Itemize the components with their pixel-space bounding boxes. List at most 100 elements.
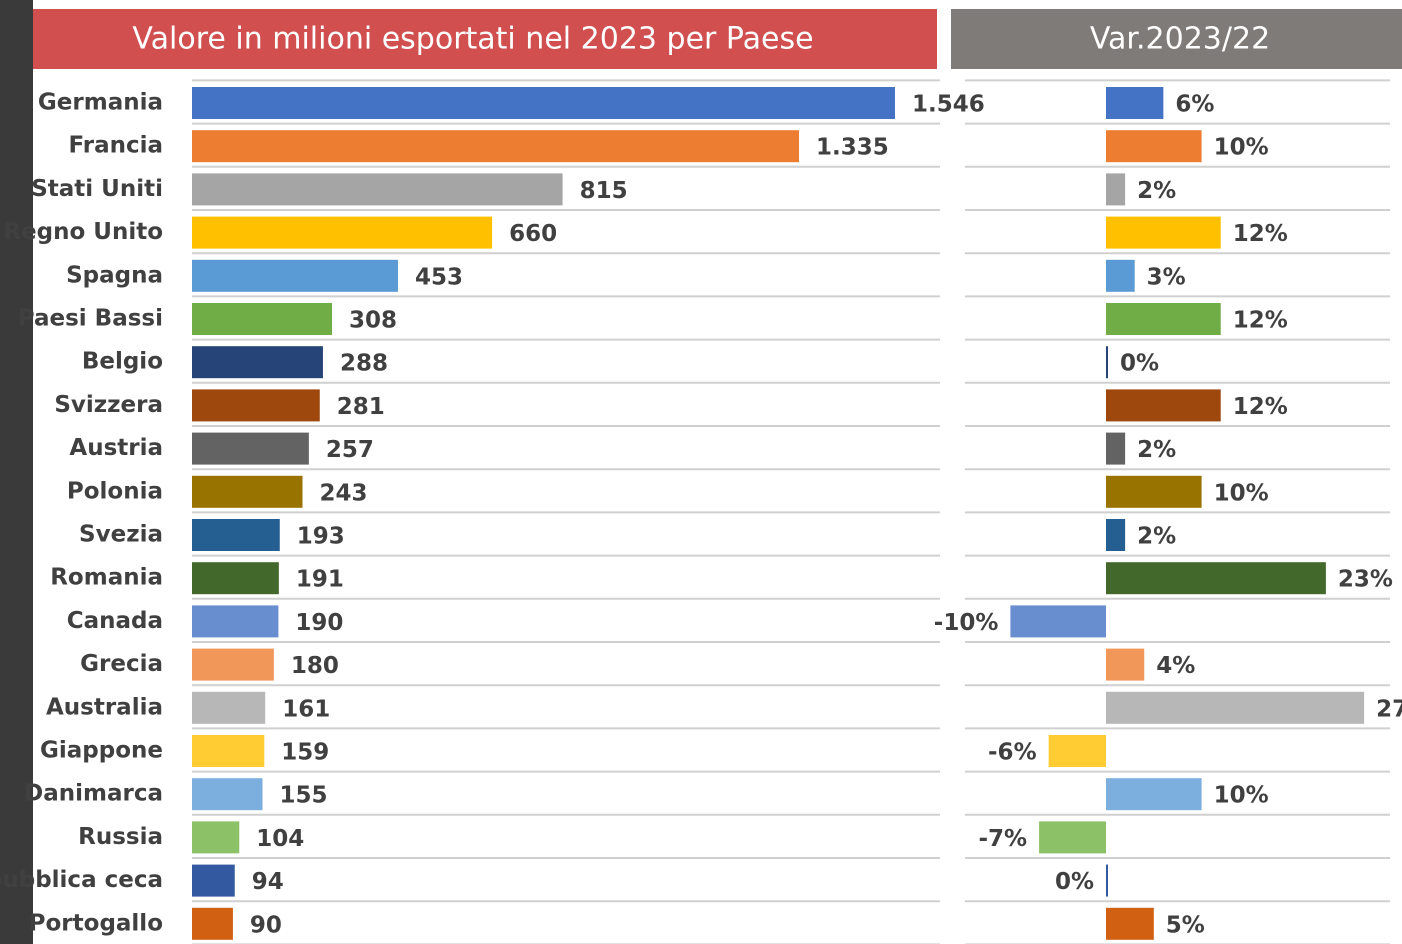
bar [192,173,563,205]
category-label: Canada [67,608,163,634]
category-label: Portogallo [29,910,163,936]
value-label: 281 [337,394,385,420]
category-label: Russia [78,824,163,850]
chart-title: Var.2023/22 [1090,22,1270,57]
value-label: 0% [1055,869,1094,895]
bar [192,87,895,119]
bar [192,217,492,249]
value-label: 94 [252,869,284,895]
bar [192,562,279,594]
value-label: 193 [297,524,345,550]
value-label: 10% [1214,783,1269,809]
bar [1106,303,1221,335]
bar [1039,821,1106,853]
value-label: 1.335 [816,135,889,161]
value-label: 660 [509,221,557,247]
bar [192,346,323,378]
category-label: Paesi Bassi [18,306,163,332]
bar [1106,562,1326,594]
bar [1106,130,1202,162]
value-label: 243 [319,480,367,506]
bar [192,605,278,637]
category-label: Giappone [40,738,163,764]
category-label: Repubblica ceca [0,867,163,893]
value-label: -10% [934,610,999,636]
value-label: 4% [1156,653,1195,679]
value-label: 155 [279,783,327,809]
bar [192,821,239,853]
value-label: 23% [1338,567,1393,593]
bar [1010,605,1106,637]
bar [1106,173,1125,205]
bar [1049,735,1106,767]
bar [1106,865,1108,897]
category-label: Regno Unito [3,219,163,245]
bar [192,433,309,465]
category-label: Spagna [66,262,163,288]
value-label: 1.546 [912,92,985,118]
bar [1106,346,1108,378]
value-label: 191 [296,567,344,593]
bar [1106,389,1221,421]
bar [1106,87,1163,119]
bar [192,130,799,162]
bar [192,908,233,940]
bar [192,649,274,681]
value-label: 815 [580,178,628,204]
category-label: Stati Uniti [31,176,163,202]
value-label: 90 [250,912,282,938]
value-label: 0% [1120,351,1159,377]
value-label: 10% [1214,480,1269,506]
category-label: Grecia [80,651,163,677]
bar [192,389,320,421]
chart: Valore in milioni esportati nel 2023 per… [0,0,1402,944]
chart-title: Valore in milioni esportati nel 2023 per… [132,22,813,57]
bar [192,519,280,551]
bar [192,260,398,292]
category-label: Polonia [67,478,163,504]
value-label: 12% [1233,308,1288,334]
value-label: 2% [1137,524,1176,550]
bar [192,778,262,810]
category-label: Australia [46,694,163,720]
category-label: Svizzera [54,392,163,418]
category-label: Romania [50,565,163,591]
bar [1106,260,1135,292]
category-label: Austria [69,435,163,461]
value-label: 2% [1137,178,1176,204]
bar [1106,433,1125,465]
category-label: Danimarca [24,781,163,807]
bar [1106,649,1144,681]
value-label: 104 [256,826,304,852]
value-label: 180 [291,653,339,679]
category-label: Svezia [79,522,163,548]
category-label: Belgio [82,349,163,375]
value-label: 159 [281,740,329,766]
category-label: Germania [38,90,163,116]
bar [1106,476,1202,508]
bar [1106,519,1125,551]
value-label: 288 [340,351,388,377]
value-label: 3% [1147,264,1186,290]
value-label: 10% [1214,135,1269,161]
bar [192,303,332,335]
category-label: Francia [68,133,163,159]
value-label: -6% [988,740,1037,766]
bar [192,735,264,767]
bar [1106,778,1202,810]
bar [192,476,302,508]
value-label: -7% [978,826,1027,852]
value-label: 6% [1175,92,1214,118]
value-label: 190 [295,610,343,636]
value-label: 2% [1137,437,1176,463]
bar [192,692,265,724]
value-label: 453 [415,264,463,290]
value-label: 27% [1376,696,1402,722]
value-label: 12% [1233,394,1288,420]
value-label: 5% [1166,912,1205,938]
bar [1106,908,1154,940]
value-label: 12% [1233,221,1288,247]
bar [192,865,235,897]
value-label: 308 [349,308,397,334]
value-label: 257 [326,437,374,463]
